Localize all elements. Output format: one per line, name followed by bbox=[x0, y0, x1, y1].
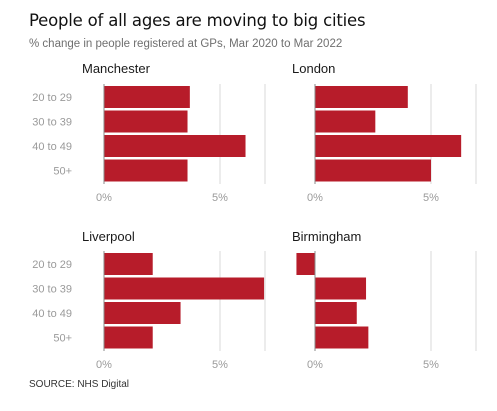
x-tick-label-manchester: 0% bbox=[96, 192, 112, 204]
panel-title-manchester: Manchester bbox=[82, 61, 151, 76]
x-tick-label-london: 5% bbox=[423, 192, 439, 204]
bar-birmingham-30-to-39 bbox=[315, 277, 367, 300]
category-label-manchester-40-to-49: 40 to 49 bbox=[32, 141, 72, 153]
x-tick-label-manchester: 5% bbox=[212, 192, 228, 204]
chart-title: People of all ages are moving to big cit… bbox=[29, 11, 366, 30]
bar-manchester-50 bbox=[104, 159, 188, 182]
panel-title-london: London bbox=[292, 61, 335, 76]
category-label-liverpool-40-to-49: 40 to 49 bbox=[32, 308, 72, 320]
bar-birmingham-50 bbox=[315, 326, 369, 349]
bar-manchester-20-to-29 bbox=[104, 86, 190, 108]
chart-subtitle: % change in people registered at GPs, Ma… bbox=[29, 38, 343, 50]
bar-liverpool-30-to-39 bbox=[104, 277, 265, 300]
panel-title-liverpool: Liverpool bbox=[82, 229, 135, 244]
bar-london-50 bbox=[315, 159, 431, 182]
source-note: SOURCE: NHS Digital bbox=[29, 379, 130, 390]
x-tick-label-birmingham: 0% bbox=[307, 359, 323, 371]
category-label-manchester-50: 50+ bbox=[53, 166, 72, 178]
x-tick-label-london: 0% bbox=[307, 192, 323, 204]
bar-birmingham-20-to-29 bbox=[296, 253, 315, 275]
bar-birmingham-40-to-49 bbox=[315, 302, 357, 324]
bar-liverpool-40-to-49 bbox=[104, 302, 181, 324]
bar-manchester-40-to-49 bbox=[104, 135, 246, 157]
bar-liverpool-20-to-29 bbox=[104, 253, 153, 275]
x-tick-label-liverpool: 5% bbox=[212, 359, 228, 371]
category-label-liverpool-50: 50+ bbox=[53, 333, 72, 345]
bar-london-20-to-29 bbox=[315, 86, 408, 108]
x-tick-label-birmingham: 5% bbox=[423, 359, 439, 371]
category-label-manchester-20-to-29: 20 to 29 bbox=[32, 92, 72, 104]
bar-london-30-to-39 bbox=[315, 110, 376, 133]
bar-manchester-30-to-39 bbox=[104, 110, 188, 133]
category-label-liverpool-30-to-39: 30 to 39 bbox=[32, 284, 72, 296]
category-label-liverpool-20-to-29: 20 to 29 bbox=[32, 259, 72, 271]
x-tick-label-liverpool: 0% bbox=[96, 359, 112, 371]
bar-london-40-to-49 bbox=[315, 135, 462, 157]
bar-liverpool-50 bbox=[104, 326, 153, 349]
panel-title-birmingham: Birmingham bbox=[292, 229, 361, 244]
category-label-manchester-30-to-39: 30 to 39 bbox=[32, 117, 72, 129]
